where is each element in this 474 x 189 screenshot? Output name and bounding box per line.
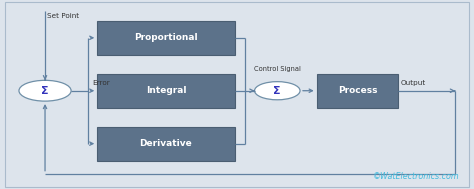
Text: Σ: Σ [273, 86, 281, 96]
FancyBboxPatch shape [97, 127, 235, 161]
Text: Output: Output [401, 80, 426, 86]
Text: Σ: Σ [41, 86, 49, 96]
Text: Integral: Integral [146, 86, 186, 95]
Circle shape [19, 80, 71, 101]
FancyBboxPatch shape [317, 74, 398, 108]
Text: Error: Error [92, 80, 110, 86]
FancyBboxPatch shape [97, 74, 235, 108]
Text: Set Point: Set Point [47, 13, 80, 19]
Text: Derivative: Derivative [139, 139, 192, 148]
Text: Process: Process [337, 86, 377, 95]
FancyBboxPatch shape [97, 21, 235, 55]
Text: Proportional: Proportional [134, 33, 198, 42]
Text: ©WatElectronics.com: ©WatElectronics.com [373, 172, 460, 181]
Text: Control Signal: Control Signal [254, 66, 301, 72]
Circle shape [255, 82, 300, 100]
